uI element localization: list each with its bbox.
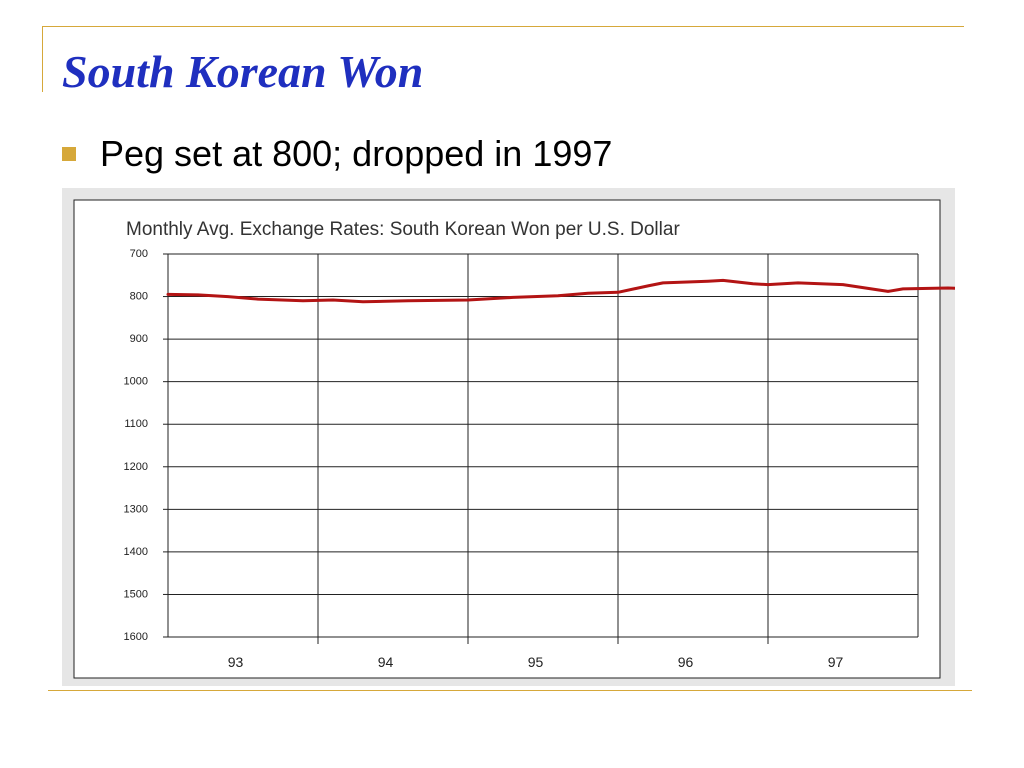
y-tick-label: 800: [130, 291, 148, 303]
data-point: [257, 298, 259, 301]
bullet-item: Peg set at 800; dropped in 1997: [62, 128, 612, 180]
data-point: [902, 287, 904, 290]
left-accent-line: [42, 26, 43, 92]
bullet-text: Peg set at 800; dropped in 1997: [100, 133, 613, 174]
top-accent-line: [42, 26, 964, 27]
data-point: [647, 284, 649, 287]
exchange-rate-chart: Monthly Avg. Exchange Rates: South Korea…: [73, 199, 955, 679]
y-tick-label: 700: [130, 248, 148, 260]
series-layer: [166, 278, 955, 304]
data-point: [707, 280, 709, 283]
data-point: [947, 287, 949, 289]
x-tick-label: 96: [678, 654, 694, 670]
x-tick-labels: 93 94 95 96 97: [228, 654, 844, 670]
y-tick-label: 1300: [124, 503, 148, 515]
y-tick-labels: 700 800 900 1000 1100 1200 1300 1400 1500 1600: [124, 248, 148, 643]
y-tick-label: 1400: [124, 546, 148, 558]
data-point: [842, 283, 844, 286]
data-point: [197, 293, 199, 296]
data-point: [752, 282, 754, 285]
y-tick-label: 1500: [124, 588, 148, 600]
data-point: [557, 294, 559, 297]
data-point: [167, 293, 169, 296]
bottom-accent-line: [48, 690, 972, 691]
y-tick-label: 900: [130, 333, 148, 345]
gridlines: [163, 253, 919, 644]
data-point: [362, 300, 364, 303]
x-tick-label: 93: [228, 654, 244, 670]
data-point: [467, 299, 469, 301]
data-point: [722, 279, 724, 282]
data-point: [887, 290, 889, 293]
x-tick-label: 97: [828, 654, 844, 670]
y-tick-label: 1100: [124, 418, 148, 430]
y-tick-label: 1000: [124, 376, 148, 388]
data-point: [617, 291, 619, 294]
data-point: [227, 295, 229, 298]
data-point: [767, 283, 769, 286]
data-point: [797, 281, 799, 284]
data-point: [302, 299, 304, 302]
data-point: [587, 292, 589, 295]
square-bullet-icon: [62, 147, 76, 161]
data-point: [407, 299, 409, 302]
y-tick-label: 1600: [124, 631, 148, 643]
data-point: [512, 296, 514, 299]
chart-background: [73, 199, 941, 679]
data-point: [332, 299, 334, 301]
slide-title: South Korean Won: [62, 46, 424, 97]
data-point: [662, 281, 664, 284]
x-tick-label: 95: [528, 654, 544, 670]
chart-title: Monthly Avg. Exchange Rates: South Korea…: [126, 219, 680, 240]
chart-panel: Monthly Avg. Exchange Rates: South Korea…: [62, 188, 955, 686]
x-tick-label: 94: [378, 654, 394, 670]
y-tick-label: 1200: [124, 461, 148, 473]
